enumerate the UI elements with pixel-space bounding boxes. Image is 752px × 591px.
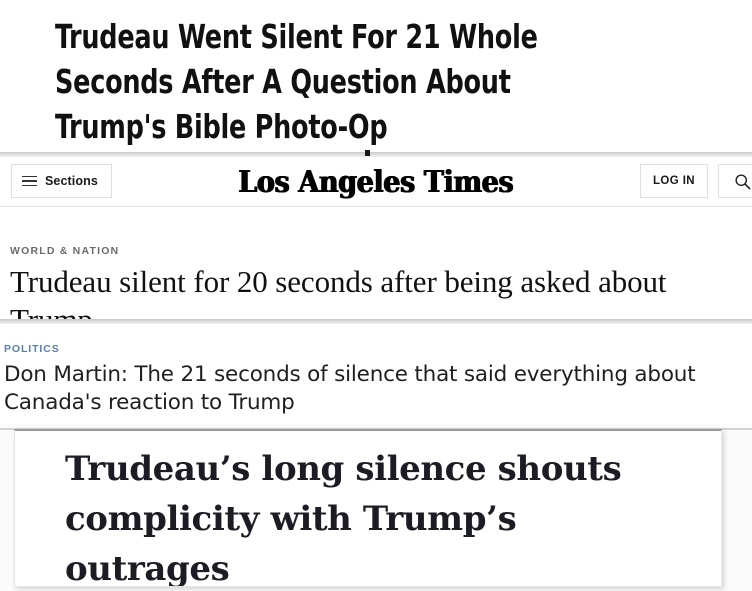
ctv-section-kicker[interactable]: POLITICS <box>4 343 60 355</box>
search-icon <box>734 173 750 189</box>
sections-button[interactable]: Sections <box>11 164 112 198</box>
headline-panel-latimes: Sections Los Angeles Times LOG IN WORLD … <box>0 157 752 337</box>
headline-panel-buzzfeed: Trudeau Went Silent For 21 Whole Seconds… <box>0 0 752 152</box>
latimes-masthead[interactable]: Los Angeles Times <box>0 163 752 200</box>
panel-divider-1 <box>0 152 752 157</box>
globe-headline: Trudeau’s long silence shouts complicity… <box>65 449 622 587</box>
latimes-section-kicker[interactable]: WORLD & NATION <box>10 245 120 257</box>
hamburger-icon <box>22 175 37 187</box>
panel-divider-2 <box>0 319 752 324</box>
latimes-navbar: Sections Los Angeles Times LOG IN <box>0 157 752 207</box>
ctv-headline: Don Martin: The 21 seconds of silence th… <box>4 362 696 415</box>
globe-subhead: A full 21 seconds of it to be exact <box>97 585 657 586</box>
latimes-masthead-text: Los Angeles Times <box>238 163 514 200</box>
descender-clip-artifact <box>365 150 370 156</box>
login-button[interactable]: LOG IN <box>639 164 708 198</box>
search-button[interactable] <box>718 164 752 198</box>
headline-panel-globeandmail: Trudeau’s long silence shouts complicity… <box>0 424 752 591</box>
sections-button-label: Sections <box>45 174 98 188</box>
headline-panel-ctvnews: POLITICS Don Martin: The 21 seconds of s… <box>0 324 752 424</box>
globe-article-card: Trudeau’s long silence shouts complicity… <box>14 429 722 587</box>
buzzfeed-headline: Trudeau Went Silent For 21 Whole Seconds… <box>55 17 538 146</box>
